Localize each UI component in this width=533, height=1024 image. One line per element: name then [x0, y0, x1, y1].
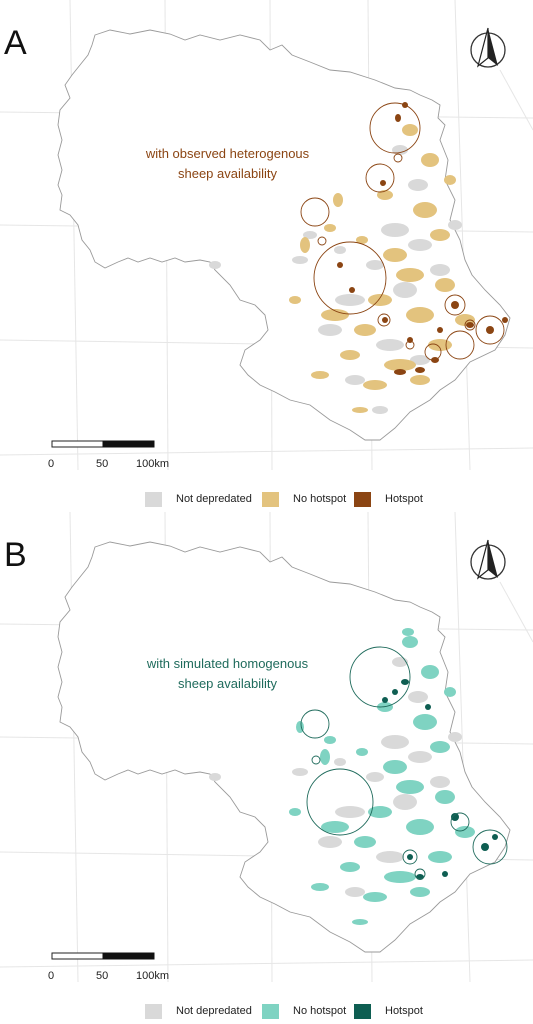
north-arrow-icon — [470, 27, 506, 68]
scale-tick-0: 0 — [48, 458, 55, 470]
map-panel-b: B with simulated homogenous sheep availa… — [0, 512, 533, 1024]
no-hotspot-patches — [289, 124, 475, 413]
map-canvas-a — [0, 0, 533, 471]
legend-label: No hotspot — [293, 493, 347, 505]
panel-label: B — [4, 536, 27, 574]
north-arrow-icon — [470, 539, 506, 580]
legend-label: Hotspot — [385, 1005, 423, 1017]
legend-item-no-hotspot: No hotspot — [262, 490, 346, 508]
legend-item-hotspot: Hotspot — [354, 1002, 423, 1020]
map-caption: with observed heterogenous sheep availab… — [120, 144, 335, 184]
scale-bar — [51, 952, 155, 960]
region-outline — [57, 541, 511, 953]
map-legend: Not depredated No hotspot Hotspot — [0, 1002, 533, 1022]
legend-swatch — [262, 1003, 279, 1019]
map-panel-a: A with observed heterogenous sheep avail… — [0, 0, 533, 510]
hotspot-circles — [300, 646, 508, 880]
legend-swatch — [145, 1003, 162, 1019]
scale-bar — [51, 440, 155, 448]
caption-line-2: sheep availability — [177, 166, 277, 181]
legend-label: Not depredated — [176, 1005, 252, 1017]
legend-swatch — [354, 1003, 371, 1019]
map-canvas-b — [0, 512, 533, 983]
legend-label: Hotspot — [385, 493, 423, 505]
scale-tick-50: 50 — [96, 970, 109, 982]
hotspot-circles — [300, 102, 505, 361]
legend-swatch — [354, 491, 371, 507]
scale-tick-0: 0 — [48, 970, 55, 982]
legend-item-no-hotspot: No hotspot — [262, 1002, 346, 1020]
panel-label: A — [4, 24, 27, 62]
region-outline — [57, 29, 511, 441]
legend-swatch — [145, 491, 162, 507]
map-legend: Not depredated No hotspot Hotspot — [0, 490, 533, 510]
caption-line-1: with simulated homogenous — [146, 656, 309, 671]
legend-item-not-depredated: Not depredated — [145, 490, 252, 508]
caption-line-2: sheep availability — [177, 676, 277, 691]
scale-tick-50: 50 — [96, 458, 109, 470]
no-hotspot-patches — [289, 628, 475, 925]
legend-label: No hotspot — [293, 1005, 347, 1017]
hotspot-patches — [382, 679, 498, 880]
legend-item-hotspot: Hotspot — [354, 490, 423, 508]
legend-item-not-depredated: Not depredated — [145, 1002, 252, 1020]
not-depredated-patches — [209, 145, 462, 414]
caption-line-1: with observed heterogenous — [145, 146, 310, 161]
legend-swatch — [262, 491, 279, 507]
scale-tick-100km: 100km — [136, 970, 170, 982]
legend-label: Not depredated — [176, 493, 252, 505]
scale-tick-100km: 100km — [136, 458, 170, 470]
map-caption: with simulated homogenous sheep availabi… — [120, 654, 335, 694]
